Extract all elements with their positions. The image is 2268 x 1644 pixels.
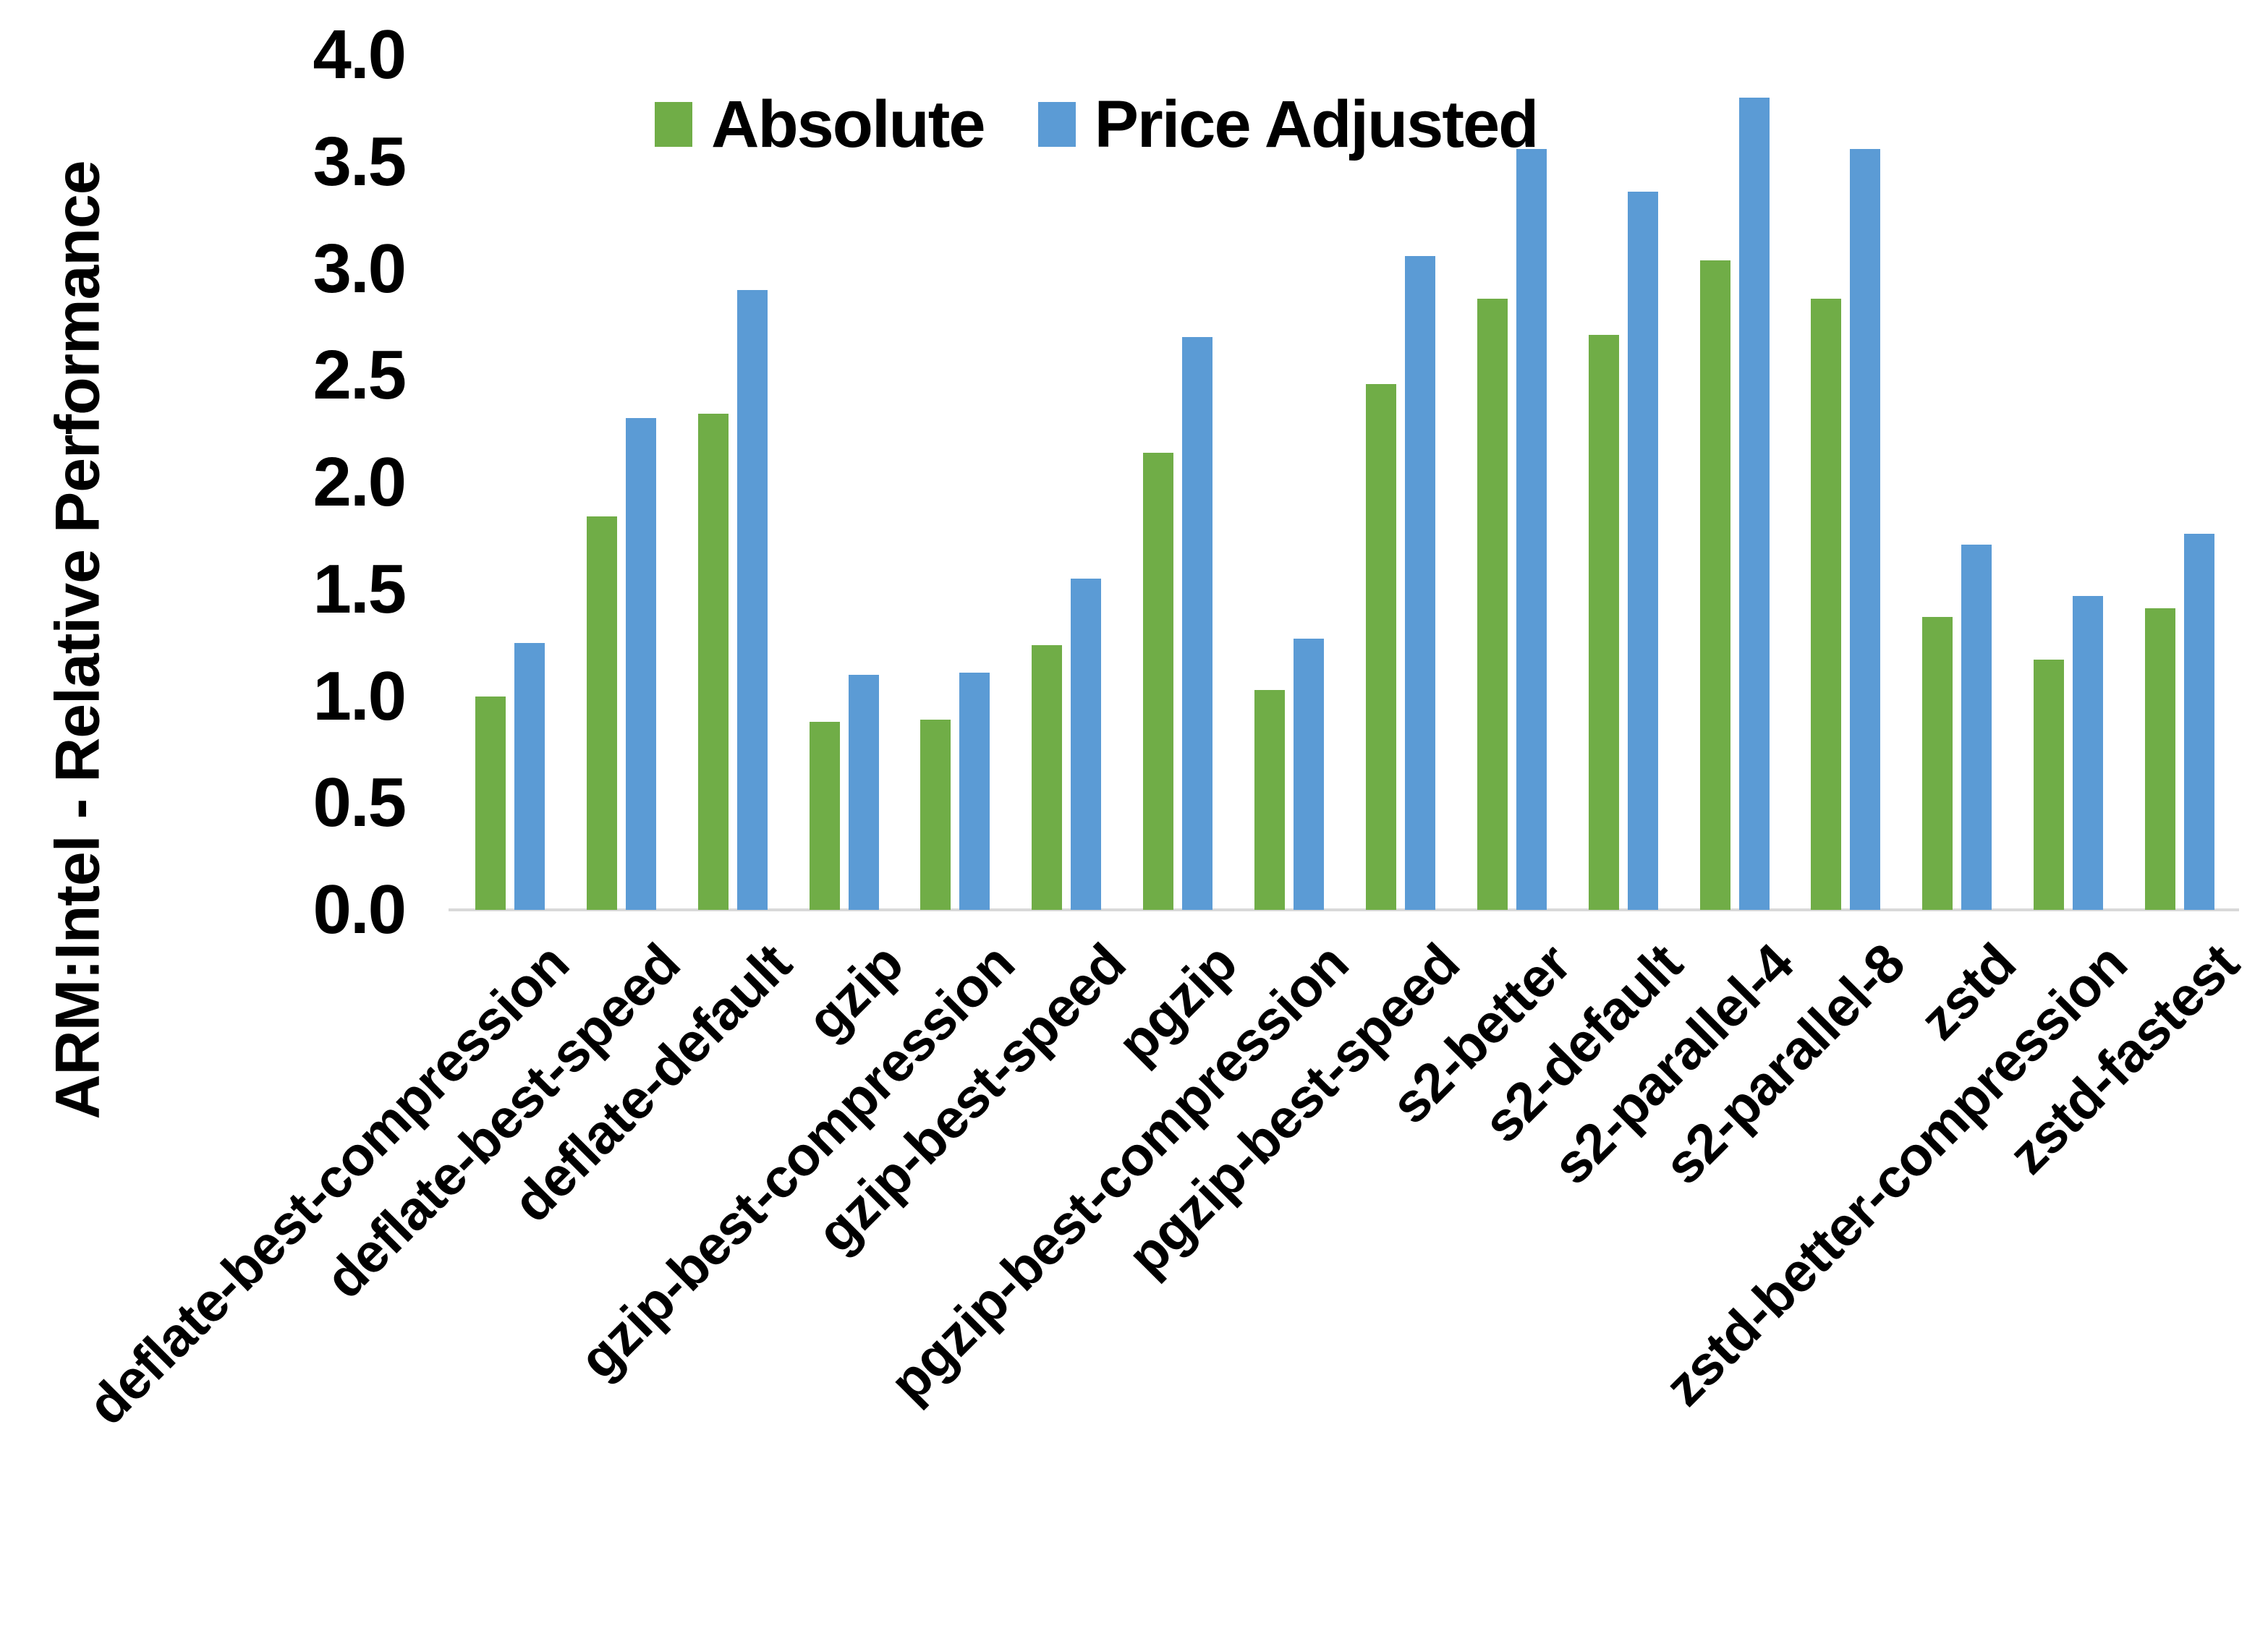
bar-absolute-s2-parallel-8 — [1811, 298, 1842, 910]
bar-price-adjusted-pgzip-best-speed — [1404, 255, 1435, 910]
absolute-series-swatch-icon — [655, 102, 692, 147]
bar-price-adjusted-deflate-best-speed — [625, 418, 656, 910]
bar-absolute-pgzip-best-compression — [1254, 689, 1286, 910]
bar-absolute-deflate-default — [697, 414, 729, 910]
bar-absolute-s2-better — [1477, 298, 1508, 910]
bar-price-adjusted-deflate-default — [736, 290, 768, 910]
bar-price-adjusted-zstd — [1961, 544, 1992, 910]
y-tick-label-3.0: 3.0 — [313, 229, 407, 307]
y-tick-label-2.0: 2.0 — [313, 443, 407, 521]
bar-price-adjusted-pgzip — [1182, 337, 1213, 910]
y-tick-label-2.5: 2.5 — [313, 336, 407, 414]
legend-item-absolute: Absolute — [655, 88, 986, 161]
legend: Absolute Price Adjusted — [655, 88, 1539, 161]
page-border-bottom — [0, 1637, 2268, 1644]
bar-price-adjusted-zstd-fastest — [2184, 533, 2215, 910]
bar-price-adjusted-s2-parallel-4 — [1738, 98, 1770, 910]
bar-absolute-gzip-best-speed — [1032, 644, 1063, 910]
bar-price-adjusted-s2-default — [1627, 192, 1658, 910]
y-tick-label-3.5: 3.5 — [313, 122, 407, 200]
bar-absolute-gzip — [809, 721, 840, 910]
price-adjusted-series-swatch-icon — [1037, 102, 1076, 147]
bar-absolute-s2-parallel-4 — [1699, 260, 1730, 910]
y-tick-label-0.0: 0.0 — [313, 871, 407, 948]
bar-absolute-deflate-best-speed — [586, 516, 617, 910]
bar-price-adjusted-gzip-best-speed — [1071, 578, 1102, 910]
bar-absolute-zstd-fastest — [2145, 608, 2176, 910]
y-axis-title: ARM:Intel - Relative Performance — [43, 161, 113, 1120]
page-border-right — [2264, 0, 2268, 1644]
bar-price-adjusted-gzip — [848, 674, 879, 910]
bar-absolute-gzip-best-compression — [920, 720, 951, 910]
bar-price-adjusted-deflate-best-compression — [514, 642, 545, 910]
bar-absolute-pgzip-best-speed — [1365, 384, 1396, 910]
legend-label-absolute: Absolute — [711, 88, 986, 161]
x-axis-line — [449, 908, 2239, 911]
bar-absolute-s2-default — [1588, 335, 1619, 910]
bar-absolute-zstd — [1922, 617, 1953, 910]
x-category-label-deflate-best-compression: deflate-best-compression — [76, 932, 581, 1437]
bar-price-adjusted-s2-parallel-8 — [1850, 149, 1881, 910]
y-tick-label-0.5: 0.5 — [313, 764, 407, 842]
bar-price-adjusted-gzip-best-compression — [959, 672, 990, 910]
legend-label-price-adjusted: Price Adjusted — [1094, 88, 1539, 161]
bar-absolute-zstd-better-compression — [2034, 660, 2065, 910]
bar-price-adjusted-zstd-better-compression — [2073, 595, 2104, 910]
bar-absolute-pgzip — [1143, 452, 1174, 910]
bar-price-adjusted-pgzip-best-compression — [1294, 638, 1325, 910]
y-tick-label-4.0: 4.0 — [313, 16, 407, 93]
y-tick-label-1.0: 1.0 — [313, 657, 407, 735]
legend-item-price-adjusted: Price Adjusted — [1037, 88, 1539, 161]
bar-price-adjusted-s2-better — [1516, 149, 1547, 910]
bar-absolute-deflate-best-compression — [475, 696, 506, 910]
y-tick-label-1.5: 1.5 — [313, 550, 407, 628]
